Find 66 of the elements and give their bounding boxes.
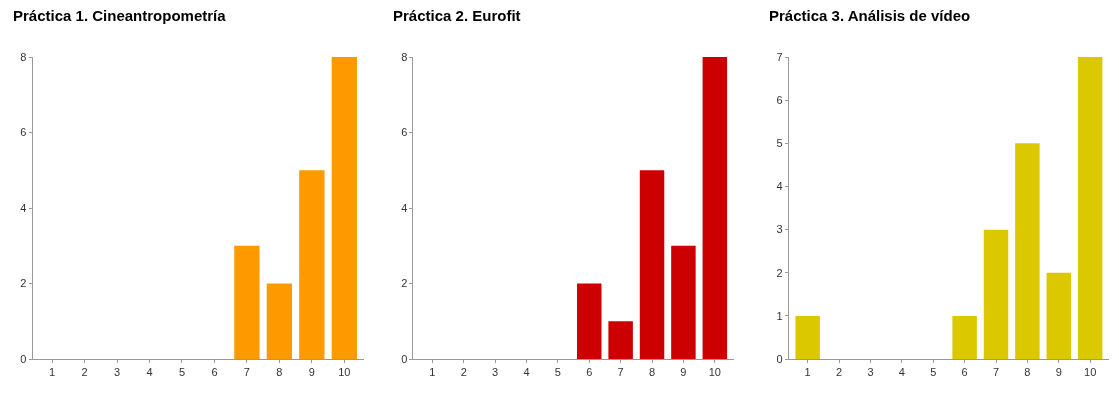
x-tick-label: 3 — [867, 366, 874, 379]
x-tick-label: 8 — [1024, 366, 1031, 379]
bar — [1077, 57, 1103, 360]
y-tick-label: 2 — [776, 266, 783, 279]
x-tick-label: 10 — [1084, 366, 1097, 379]
bar — [952, 315, 977, 360]
bar — [266, 283, 293, 360]
x-tick-label: 7 — [243, 366, 250, 379]
x-tick-label: 8 — [648, 366, 656, 379]
x-tick-label: 4 — [898, 366, 905, 379]
y-tick-label: 7 — [776, 50, 783, 63]
y-tick-label: 0 — [401, 352, 408, 365]
x-tick-label: 6 — [961, 366, 968, 379]
x-tick-label: 7 — [992, 366, 1000, 379]
y-tick-label: 8 — [401, 50, 408, 63]
x-tick-label: 5 — [178, 366, 186, 379]
y-tick-label: 1 — [776, 309, 783, 322]
x-tick-label: 5 — [930, 366, 937, 379]
bar — [1046, 272, 1072, 360]
y-tick-label: 6 — [776, 94, 783, 107]
bar — [234, 245, 260, 360]
chart-title: Práctica 2. Eurofit — [393, 7, 521, 24]
y-tick-label: 4 — [776, 180, 783, 193]
x-tick-label: 2 — [460, 366, 467, 379]
bar — [639, 170, 665, 360]
y-tick-label: 5 — [776, 137, 783, 150]
bar — [983, 229, 1009, 360]
x-tick-label: 6 — [586, 366, 593, 379]
x-tick-label: 8 — [276, 366, 283, 379]
y-tick-label: 8 — [20, 50, 27, 63]
x-tick-label: 2 — [836, 366, 843, 379]
y-tick-label: 4 — [401, 201, 408, 214]
x-tick-label: 3 — [113, 366, 121, 379]
chart-title: Práctica 3. Análisis de vídeo — [769, 7, 971, 24]
y-tick-label: 4 — [20, 201, 27, 214]
x-tick-label: 9 — [1055, 366, 1062, 379]
x-tick-label: 4 — [523, 366, 530, 379]
y-tick-label: 0 — [776, 352, 783, 365]
x-tick-label: 7 — [617, 366, 624, 379]
y-tick-label: 3 — [776, 223, 783, 236]
bar — [671, 245, 696, 360]
y-tick-label: 6 — [401, 126, 408, 139]
bar — [577, 283, 602, 360]
x-tick-label: 9 — [680, 366, 687, 379]
bar — [1015, 143, 1040, 360]
x-tick-label: 5 — [554, 366, 561, 379]
x-tick-label: 4 — [146, 366, 153, 379]
x-tick-label: 1 — [49, 366, 56, 379]
bar — [299, 170, 325, 360]
y-tick-label: 0 — [20, 352, 27, 365]
x-tick-label: 10 — [338, 366, 351, 379]
x-tick-label: 10 — [708, 366, 721, 379]
x-tick-label: 2 — [81, 366, 88, 379]
chart-title: Práctica 1. Cineantropometría — [13, 7, 227, 24]
bar — [795, 315, 820, 360]
y-tick-label: 2 — [401, 277, 408, 290]
x-tick-label: 1 — [429, 366, 436, 379]
y-tick-label: 6 — [20, 126, 27, 139]
bar — [331, 57, 357, 360]
x-tick-label: 6 — [211, 366, 218, 379]
x-tick-label: 3 — [492, 366, 499, 379]
x-tick-label: 1 — [804, 366, 811, 379]
bar — [702, 57, 728, 360]
bar — [608, 321, 633, 360]
x-tick-label: 9 — [308, 366, 315, 379]
y-tick-label: 2 — [20, 277, 27, 290]
